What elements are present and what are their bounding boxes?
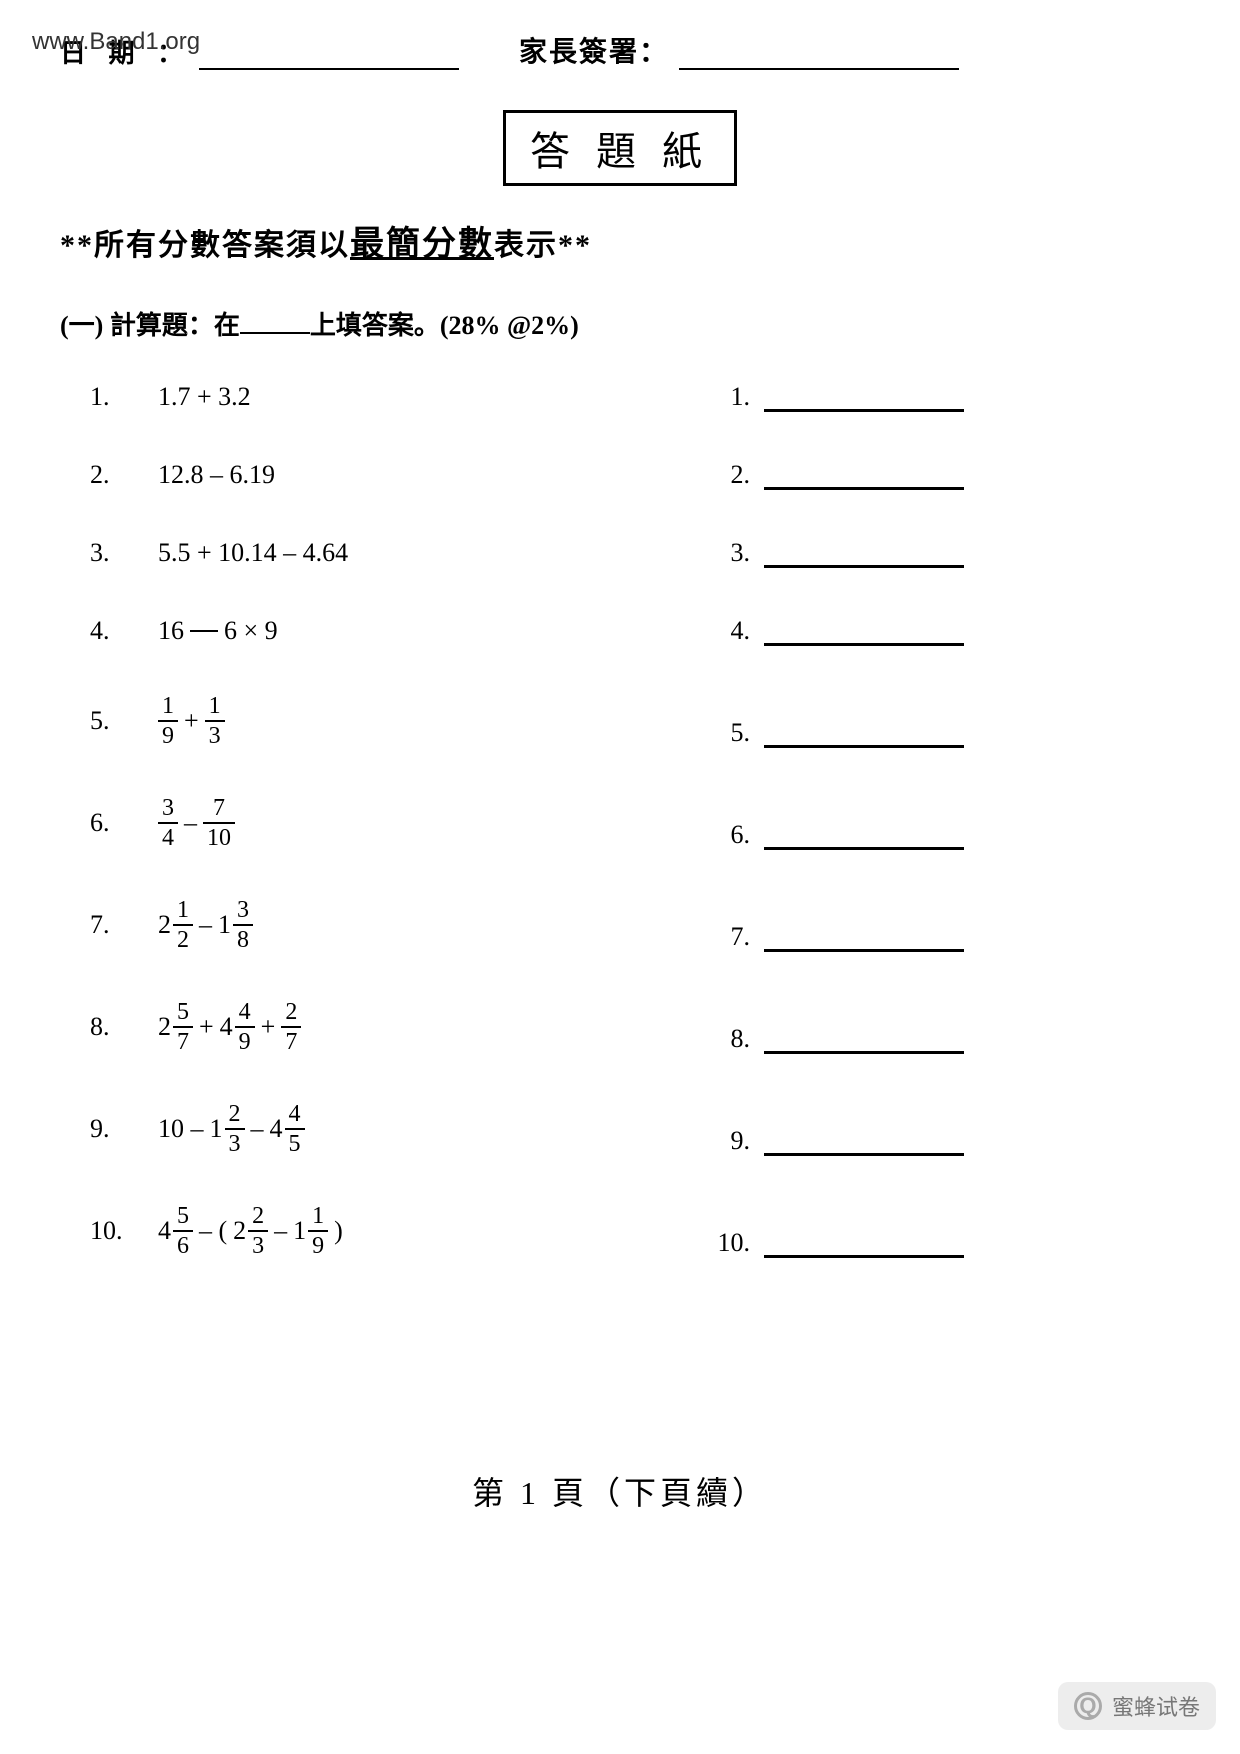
questions-grid: 1. 1.7 + 3.2 1. 2. 12.8 – 6.19 2. 3. 5.5 + 10.1… — [90, 382, 1180, 1258]
question-number: 9. — [90, 1114, 130, 1144]
question-number: 8. — [90, 1012, 130, 1042]
answer-number: 7. — [710, 922, 750, 952]
question-number: 3. — [90, 538, 130, 568]
section-prefix: (一) 計算題：在 — [60, 311, 240, 340]
answer-slot: 6. — [710, 796, 1180, 850]
question-expression: 1.7 + 3.2 — [158, 382, 251, 412]
answer-slot: 8. — [710, 1000, 1180, 1054]
answer-blank-line[interactable] — [764, 542, 964, 568]
answer-number: 5. — [710, 718, 750, 748]
instruction-emph: 最簡分數 — [350, 226, 494, 263]
question-number: 1. — [90, 382, 130, 412]
instruction-suffix: 表示** — [494, 229, 592, 262]
answer-number: 8. — [710, 1024, 750, 1054]
section-suffix: 上填答案。(28% @2%) — [310, 311, 579, 340]
answer-blank-line[interactable] — [764, 620, 964, 646]
answer-number: 10. — [710, 1228, 750, 1258]
question-expression: 257 + 449 + 27 — [158, 1000, 301, 1054]
question-row: 1. 1.7 + 3.2 — [90, 382, 610, 412]
question-expression: 12.8 – 6.19 — [158, 460, 275, 490]
question-row: 9. 10 – 123 – 445 — [90, 1102, 610, 1156]
answer-blank-line[interactable] — [764, 824, 964, 850]
question-row: 2. 12.8 – 6.19 — [90, 460, 610, 490]
question-expression: 456 – (223 – 119) — [158, 1204, 343, 1258]
question-expression: 34 – 710 — [158, 796, 235, 850]
question-number: 2. — [90, 460, 130, 490]
answer-slot: 3. — [710, 538, 1180, 568]
answer-slot: 9. — [710, 1102, 1180, 1156]
answer-slot: 1. — [710, 382, 1180, 412]
question-number: 4. — [90, 616, 130, 646]
date-blank-line — [199, 42, 459, 70]
answer-blank-line[interactable] — [764, 722, 964, 748]
question-row: 6. 34 – 710 — [90, 796, 610, 850]
answer-blank-line[interactable] — [764, 1232, 964, 1258]
question-row: 7. 212 – 138 — [90, 898, 610, 952]
instruction-prefix: **所有分數答案須以 — [60, 229, 350, 262]
answer-slot: 4. — [710, 616, 1180, 646]
answer-slot: 7. — [710, 898, 1180, 952]
answer-number: 2. — [710, 460, 750, 490]
header-row: 日 期 ： 家長簽署： — [60, 30, 1180, 70]
question-row: 10. 456 – (223 – 119) — [90, 1204, 610, 1258]
parent-sign-label: 家長簽署： — [519, 30, 669, 70]
question-row: 4. 166 × 9 — [90, 616, 610, 646]
answer-number: 3. — [710, 538, 750, 568]
question-row: 3. 5.5 + 10.14 – 4.64 — [90, 538, 610, 568]
question-expression: 5.5 + 10.14 – 4.64 — [158, 538, 348, 568]
answer-slot: 10. — [710, 1204, 1180, 1258]
watermark-badge: Q 蜜蜂试卷 — [1058, 1682, 1216, 1730]
page-title: 答 題 紙 — [503, 110, 737, 186]
answer-blank-line[interactable] — [764, 1028, 964, 1054]
answer-number: 9. — [710, 1126, 750, 1156]
question-expression: 19 + 13 — [158, 694, 225, 748]
question-row: 8. 257 + 449 + 27 — [90, 1000, 610, 1054]
section-heading: (一) 計算題：在 上填答案。(28% @2%) — [60, 305, 1180, 342]
question-number: 10. — [90, 1216, 130, 1246]
page-footer: 第 1 頁（下頁續） — [0, 1468, 1240, 1514]
answer-blank-line[interactable] — [764, 464, 964, 490]
answer-slot: 5. — [710, 694, 1180, 748]
answer-number: 1. — [710, 382, 750, 412]
question-number: 7. — [90, 910, 130, 940]
answer-slot: 2. — [710, 460, 1180, 490]
question-expression: 166 × 9 — [158, 616, 278, 646]
badge-text: 蜜蜂试卷 — [1112, 1690, 1200, 1722]
badge-icon: Q — [1074, 1692, 1102, 1720]
question-number: 6. — [90, 808, 130, 838]
answer-blank-line[interactable] — [764, 1130, 964, 1156]
question-expression: 212 – 138 — [158, 898, 253, 952]
watermark-url: www.Band1.org — [32, 28, 200, 56]
question-row: 5. 19 + 13 — [90, 694, 610, 748]
question-number: 5. — [90, 706, 130, 736]
instruction-text: **所有分數答案須以最簡分數表示** — [60, 216, 1180, 265]
answer-blank-line[interactable] — [764, 386, 964, 412]
section-blank-inline — [240, 314, 310, 334]
question-expression: 10 – 123 – 445 — [158, 1102, 305, 1156]
parent-sign-line — [679, 42, 959, 70]
answer-number: 6. — [710, 820, 750, 850]
answer-number: 4. — [710, 616, 750, 646]
answer-blank-line[interactable] — [764, 926, 964, 952]
